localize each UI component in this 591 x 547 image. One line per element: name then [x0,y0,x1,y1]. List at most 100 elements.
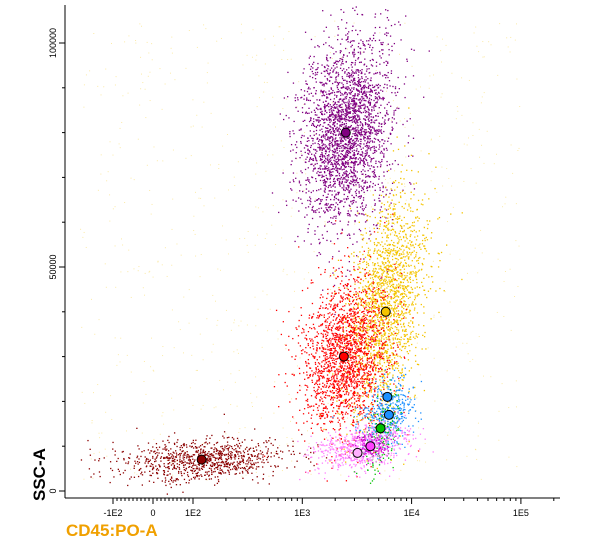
event-point [384,306,386,308]
event-point [389,365,391,367]
event-point [387,252,390,255]
event-point [321,161,323,164]
event-point [301,107,304,109]
event-point [341,169,343,171]
event-point [319,81,321,83]
event-point [405,330,407,333]
event-point [383,338,385,340]
event-point [373,122,376,124]
event-point [398,107,400,110]
event-point [333,274,335,276]
event-point [383,148,385,150]
event-point [340,50,342,52]
event-point [319,124,322,126]
event-point [359,70,361,72]
event-point [397,266,399,268]
event-point [406,289,409,291]
background-event [99,437,101,439]
background-event [278,26,280,28]
event-point [347,105,349,107]
event-point [395,310,398,312]
event-point [390,168,392,170]
event-point [312,190,314,192]
event-point [352,98,354,100]
event-point [370,165,373,167]
event-point [344,370,346,372]
event-point [369,59,371,62]
event-point [319,171,321,174]
event-point [364,136,366,139]
event-point [396,246,398,249]
background-event [324,221,326,223]
event-point [365,94,367,96]
event-point [367,136,369,139]
event-point [359,98,361,100]
event-point [289,130,291,133]
event-point [381,365,384,367]
background-event [82,236,84,238]
event-point [397,322,399,324]
event-point [353,110,355,113]
event-point [312,124,315,127]
event-point [410,234,412,236]
event-point [339,201,342,203]
event-point [349,149,352,151]
event-point [387,344,389,347]
event-point [352,181,354,183]
background-event [206,82,208,84]
event-point [338,114,340,116]
event-point [358,287,360,289]
background-event [114,206,116,208]
event-point [351,140,354,142]
event-point [362,125,364,127]
event-point [328,109,330,111]
background-event [399,53,401,55]
event-point [384,74,386,76]
event-point [353,152,355,154]
event-point [363,214,365,216]
event-point [406,295,408,298]
event-point [416,260,418,262]
event-point [336,130,338,132]
event-point [393,301,395,303]
background-event [83,231,85,233]
event-point [363,258,365,260]
event-point [325,133,327,135]
event-point [374,267,377,270]
event-point [425,236,427,239]
event-point [334,206,337,208]
event-point [394,337,396,339]
background-event [451,72,453,74]
event-point [328,73,330,75]
event-point [335,79,337,81]
event-point [389,316,392,318]
event-point [353,87,355,89]
event-point [343,11,345,13]
event-point [335,107,337,109]
event-point [366,68,368,70]
background-event [387,359,389,361]
event-point [328,144,330,146]
background-event [171,264,173,266]
event-point [308,112,310,114]
event-point [394,180,397,182]
event-point [337,120,339,122]
background-event [119,147,121,149]
event-point [373,290,376,293]
event-point [386,338,388,341]
event-point [345,125,347,127]
event-point [339,118,341,121]
event-point [362,321,364,324]
background-event [397,106,399,108]
event-point [321,142,323,144]
event-point [350,157,352,159]
event-point [369,44,371,46]
event-point [358,71,360,73]
background-event [161,415,163,417]
event-point [398,241,400,243]
background-event [264,63,266,65]
event-point [330,131,332,133]
event-point [410,198,412,200]
event-point [369,288,371,291]
event-point [328,151,330,153]
